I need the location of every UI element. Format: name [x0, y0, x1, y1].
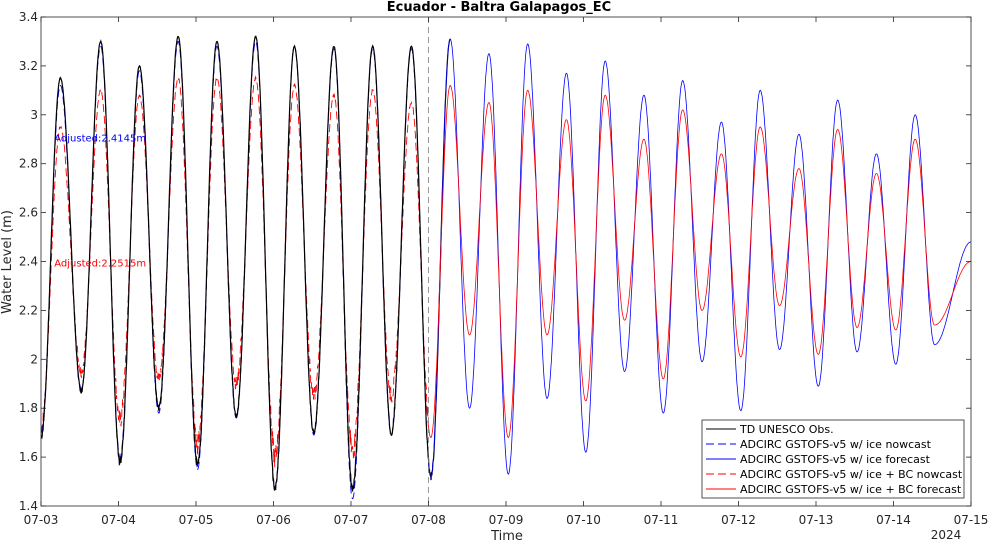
x-tick-label: 07-07 [334, 513, 369, 527]
adjusted-annotation: Adjusted:2.2515m [54, 258, 146, 269]
x-tick-label: 07-13 [799, 513, 834, 527]
y-tick-label: 3.2 [19, 59, 38, 73]
legend-box [701, 419, 965, 499]
y-tick-label: 2 [30, 352, 38, 366]
y-axis-title: Water Level (m) [0, 210, 15, 314]
series-ice-bc-forecast-line [428, 85, 971, 438]
x-tick-label: 07-08 [411, 513, 446, 527]
adjusted-annotation: Adjusted:2.4145m [54, 134, 146, 145]
x-tick-label: 07-06 [256, 513, 291, 527]
y-tick-label: 2.8 [19, 157, 38, 171]
x-tick-label: 07-10 [566, 513, 601, 527]
y-tick-label: 3.4 [19, 10, 38, 24]
y-tick-label: 1.6 [19, 450, 38, 464]
x-tick-label: 07-14 [876, 513, 911, 527]
x-axis-title: Time [490, 529, 523, 541]
y-tick-label: 1.4 [19, 499, 38, 513]
series-obs-line [41, 35, 451, 492]
year-label: 2024 [931, 528, 962, 541]
legend: TD UNESCO Obs. ADCIRC GSTOFS-v5 w/ ice no… [701, 419, 965, 499]
legend-label: TD UNESCO Obs. [739, 423, 834, 436]
y-tick-label: 2.6 [19, 206, 38, 220]
x-tick-label: 07-03 [24, 513, 59, 527]
x-tick-label: 07-09 [489, 513, 524, 527]
x-tick-label: 07-11 [644, 513, 679, 527]
chart-title: Ecuador - Baltra Galapagos_EC [387, 0, 611, 15]
legend-label: ADCIRC GSTOFS-v5 w/ ice nowcast [740, 438, 932, 451]
legend-label: ADCIRC GSTOFS-v5 w/ ice + BC nowcast [740, 468, 963, 481]
legend-label: ADCIRC GSTOFS-v5 w/ ice forecast [740, 453, 931, 466]
x-tick-label: 07-04 [101, 513, 136, 527]
x-tick-label: 07-12 [721, 513, 756, 527]
y-tick-label: 2.2 [19, 303, 38, 317]
x-tick-label: 07-15 [954, 513, 989, 527]
y-tick-label: 3 [30, 108, 38, 122]
x-tick-label: 07-05 [179, 513, 214, 527]
legend-label: ADCIRC GSTOFS-v5 w/ ice + BC forecast [740, 483, 962, 496]
y-tick-label: 1.8 [19, 401, 38, 415]
y-tick-label: 2.4 [19, 255, 38, 269]
